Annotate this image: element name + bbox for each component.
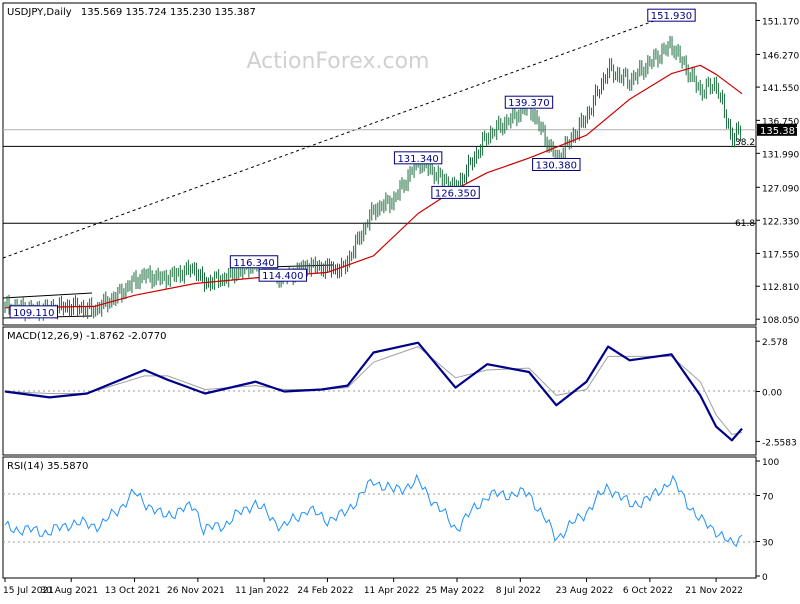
channel-upper-line — [2, 292, 93, 299]
rsi-y-tick: 70 — [762, 493, 774, 503]
watermark: ActionForex.com — [247, 49, 430, 74]
x-tick-label: 15 Jul 2021 — [3, 586, 54, 596]
x-tick-label: 24 Feb 2022 — [297, 586, 353, 596]
annotation-box — [393, 151, 443, 165]
annotation-label: 130.380 — [536, 160, 577, 171]
annotation-label: 116.340 — [233, 258, 274, 269]
last-price-label: 135.387 — [760, 126, 800, 137]
x-tick-label: 11 Apr 2022 — [364, 586, 420, 596]
annotation-box — [532, 157, 581, 171]
price-series — [4, 64, 743, 309]
x-tick-label: 26 Nov 2021 — [167, 586, 225, 596]
macd-y-tick: 0.00 — [762, 389, 782, 399]
price-bars — [4, 35, 742, 322]
price-y-tick: 108.050 — [762, 316, 799, 326]
annotation-label: 109.110 — [13, 308, 54, 319]
price-y-tick: 136.750 — [762, 117, 799, 127]
rsi-y-tick: 0 — [762, 573, 768, 583]
annotation-label: 151.930 — [651, 11, 692, 22]
x-tick-label: 8 Jul 2022 — [496, 586, 541, 596]
price-y-tick: 146.270 — [762, 51, 799, 61]
x-tick-label: 25 May 2022 — [426, 586, 485, 596]
x-tick-label: 30 Aug 2021 — [40, 586, 98, 596]
price-y-tick: 127.090 — [762, 184, 799, 194]
x-tick-label: 6 Oct 2022 — [623, 586, 673, 596]
rsi-title: RSI(14) 35.5870 — [7, 461, 88, 472]
price-annotations: 151.930 139.370 131.340 130.380 126.350 116.3… — [9, 8, 696, 319]
annotation-label: 126.350 — [435, 188, 476, 199]
x-tick-label: 21 Nov 2022 — [685, 586, 743, 596]
annotation-box — [431, 185, 480, 199]
price-y-tick: 117.550 — [762, 250, 799, 260]
fib-61-label: 61.8 — [735, 219, 755, 229]
price-title: USDJPY,Daily 135.569 135.724 135.230 135… — [7, 7, 256, 18]
ohlc-values: 135.569 135.724 135.230 135.387 — [81, 7, 256, 18]
price-y-tick: 131.990 — [762, 150, 799, 160]
price-y-tick: 122.330 — [762, 217, 799, 227]
range-upper-line — [267, 264, 334, 268]
macd-series — [4, 341, 743, 442]
macd-title: MACD(12,26,9) -1.8762 -2.0770 — [7, 331, 167, 342]
annotation-box — [647, 8, 696, 22]
rsi-series — [4, 473, 743, 548]
price-y-tick: 141.550 — [762, 84, 799, 94]
price-y-tick: 112.810 — [762, 283, 799, 293]
annotation-label: 139.370 — [508, 98, 549, 109]
moving-average-line — [4, 64, 743, 309]
price-y-tick: 151.170 — [762, 17, 799, 27]
horizontal-level-lines — [3, 129, 756, 224]
x-tick-label: 23 Aug 2022 — [556, 586, 614, 596]
annotation-box — [258, 268, 308, 282]
y-axis-ticks: 151.170 146.270 141.550 136.750 131.990 127.0… — [756, 17, 799, 583]
annotation-label: 131.340 — [397, 154, 438, 165]
rsi-panel-frame — [2, 456, 757, 579]
x-tick-label: 11 Jan 2022 — [235, 586, 289, 596]
price-panel-frame — [2, 2, 757, 326]
rsi-y-tick: 100 — [762, 458, 779, 468]
x-tick-label: 13 Oct 2021 — [105, 586, 161, 596]
annotation-box — [504, 95, 554, 109]
macd-main-line — [4, 341, 743, 442]
symbol-label: USDJPY,Daily — [7, 7, 72, 18]
last-price-box — [757, 123, 797, 136]
dotted-trendline — [2, 17, 663, 259]
annotation-box — [9, 305, 58, 319]
annotation-label: 114.400 — [262, 271, 303, 282]
rsi-line — [4, 473, 743, 548]
rsi-y-tick: 30 — [762, 539, 774, 549]
annotation-box — [229, 255, 279, 269]
macd-y-tick: 2.578 — [762, 338, 788, 348]
macd-y-tick: -2.5583 — [762, 438, 797, 448]
fib-38-label: 38.2 — [735, 138, 755, 148]
